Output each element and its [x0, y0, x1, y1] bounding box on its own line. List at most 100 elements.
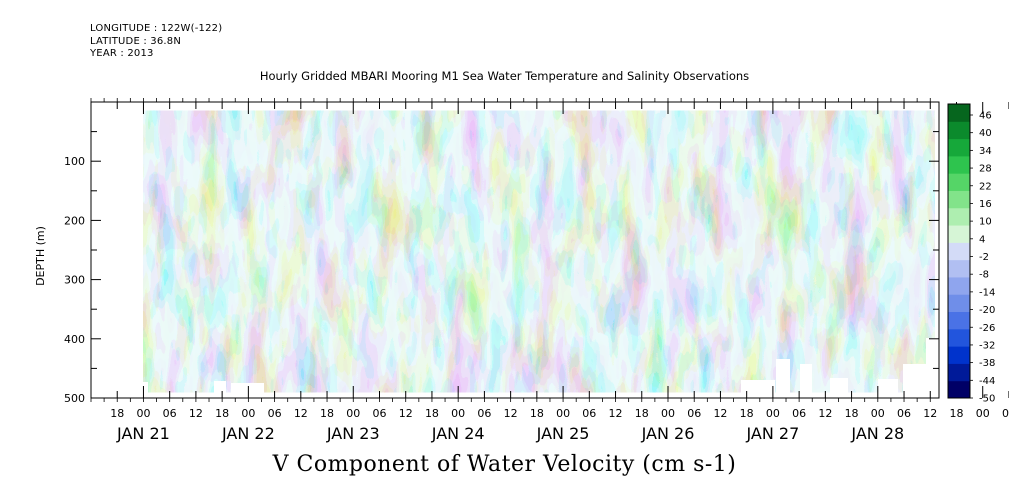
chart-title: Hourly Gridded MBARI Mooring M1 Sea Wate… — [259, 69, 750, 83]
x-hour-label: 06 — [268, 407, 282, 420]
missing-data-0 — [128, 382, 148, 394]
colorbar-label: -38 — [979, 358, 995, 369]
x-hour-label: 18 — [530, 407, 544, 420]
x-hour-label: 06 — [687, 407, 701, 420]
x-hour-label: 12 — [713, 407, 727, 420]
x-day-label: JAN 23 — [326, 424, 380, 443]
colorbar-label: 46 — [979, 111, 992, 122]
colorbar-label: -32 — [979, 340, 995, 351]
colorbar-swatch — [948, 104, 970, 122]
colorbar-label: 34 — [979, 146, 992, 157]
colorbar-label: -26 — [979, 323, 995, 334]
x-day-label: JAN 26 — [641, 424, 695, 443]
colorbar-swatch — [948, 173, 970, 191]
colorbar-label: 16 — [979, 199, 992, 210]
colorbar-label: -14 — [979, 287, 995, 298]
colorbar-label: -8 — [979, 270, 989, 281]
x-hour-label: 06 — [372, 407, 386, 420]
y-axis: 100 200 300 400 500 — [64, 131, 939, 405]
x-hour-label: 00 — [451, 407, 465, 420]
x-hour-label: 00 — [346, 407, 360, 420]
colorbar-swatch — [948, 346, 970, 364]
colorbar-label: -2 — [979, 252, 989, 263]
x-hour-label: 18 — [110, 407, 124, 420]
x-day-label: JAN 24 — [431, 424, 485, 443]
colorbar-swatch — [948, 328, 970, 347]
y-tick-label: 500 — [64, 392, 85, 405]
x-hour-label: 00 — [136, 407, 150, 420]
colorbar-swatch — [948, 242, 970, 261]
x-hour-label: 18 — [949, 407, 963, 420]
missing-data-7 — [878, 379, 898, 394]
y-axis-label: DEPTH (m) — [34, 226, 47, 286]
x-hour-label: 06 — [163, 407, 177, 420]
colorbar-label: -44 — [979, 376, 995, 387]
year-label: YEAR : 2013 — [90, 48, 154, 59]
latitude-label: LATITUDE : 36.8N — [90, 36, 182, 47]
x-day-label: JAN 22 — [221, 424, 275, 443]
heatmap-field — [128, 110, 936, 394]
colorbar-swatch — [948, 207, 970, 226]
x-hour-label: 18 — [425, 407, 439, 420]
x-hour-label: 06 — [792, 407, 806, 420]
x-day-label: JAN 28 — [850, 424, 904, 443]
colorbar-label: 22 — [979, 181, 992, 192]
x-hour-label: 06 — [477, 407, 491, 420]
colorbar-border — [947, 103, 971, 399]
x-hour-label: 00 — [871, 407, 885, 420]
colorbar-swatch — [948, 363, 970, 382]
heatmap-cells — [143, 110, 935, 393]
x-hour-label: 18 — [320, 407, 334, 420]
colorbar-swatch — [948, 294, 970, 313]
x-hour-label: 00 — [556, 407, 570, 420]
x-hour-label: 12 — [294, 407, 308, 420]
x-hour-label: 12 — [504, 407, 518, 420]
colorbar-swatch — [948, 121, 970, 140]
colorbar-label: 10 — [979, 217, 992, 228]
colorbar-swatch — [948, 380, 970, 399]
x-hour-label: 12 — [818, 407, 832, 420]
missing-data-9 — [926, 338, 936, 394]
x-hour-label: 18 — [635, 407, 649, 420]
colorbar-swatch — [948, 190, 970, 209]
missing-data-2 — [231, 383, 264, 394]
x-hour-label: 18 — [215, 407, 229, 420]
x-hour-label: 00 — [241, 407, 255, 420]
colorbar-label: -20 — [979, 305, 995, 316]
y-tick-label: 200 — [64, 214, 85, 227]
missing-data-1 — [214, 381, 226, 394]
x-hour-label: 00 — [976, 407, 990, 420]
x-hour-label: 18 — [740, 407, 754, 420]
colorbar-label: -50 — [979, 394, 995, 405]
y-tick-label: 400 — [64, 333, 85, 346]
missing-data-4 — [776, 359, 790, 394]
x-hour-label: 12 — [189, 407, 203, 420]
x-day-label: JAN 21 — [116, 424, 170, 443]
colorbar-swatch — [948, 138, 970, 157]
y-tick-label: 100 — [64, 155, 85, 168]
missing-data-5 — [800, 364, 812, 394]
x-axis-title: V Component of Water Velocity (cm s-1) — [272, 452, 737, 477]
colorbar-swatch — [948, 225, 970, 243]
colorbar-swatch — [948, 155, 970, 174]
x-day-label: JAN 25 — [536, 424, 590, 443]
colorbar-label: 4 — [979, 234, 985, 245]
colorbar-swatch — [948, 259, 970, 278]
x-hour-label: 12 — [923, 407, 937, 420]
x-hour-label: 00 — [766, 407, 780, 420]
x-hour-label: 18 — [845, 407, 859, 420]
colorbar-swatch — [948, 311, 970, 330]
x-hour-label: 06 — [1002, 407, 1009, 420]
colorbar-label: 40 — [979, 128, 992, 139]
x-hour-label: 00 — [661, 407, 675, 420]
missing-data-3 — [741, 380, 775, 394]
colorbar-swatch — [948, 276, 970, 295]
longitude-label: LONGITUDE : 122W(-122) — [90, 23, 223, 34]
x-axis: 18 00 06 12 18 00 06 12 18 00 06 12 18 00 06 12 18 00 06 12… — [110, 102, 1009, 443]
y-tick-label: 300 — [64, 274, 85, 287]
missing-data-6 — [830, 378, 848, 394]
x-hour-label: 12 — [399, 407, 413, 420]
x-hour-label: 12 — [609, 407, 623, 420]
x-hour-label: 06 — [582, 407, 596, 420]
